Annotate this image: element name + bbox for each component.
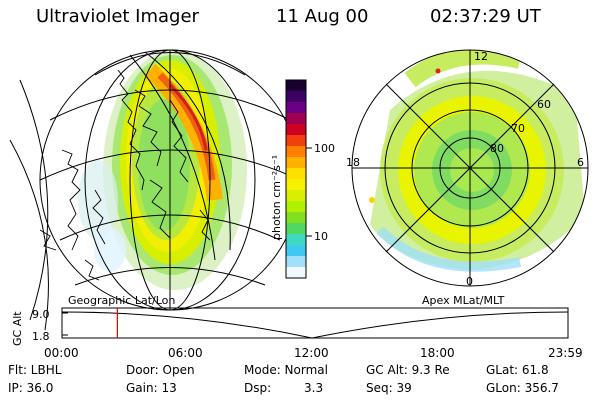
time-tick-0600: 06:00: [168, 346, 203, 360]
observation-date: 11 Aug 00: [276, 6, 369, 27]
colorbar-segment: [286, 234, 306, 246]
mlt-label-18: 18: [346, 156, 360, 169]
auroral-emission-geo: [78, 50, 247, 290]
colorbar-segment: [286, 113, 306, 125]
colorbar-segment: [286, 212, 306, 224]
colorbar-unit-label: photon cm⁻²s⁻¹: [270, 155, 283, 240]
altitude-tick-low: 1.8: [32, 330, 50, 343]
observation-time: 02:37:29 UT: [430, 6, 541, 27]
colorbar-segment: [286, 102, 306, 114]
mode-info: Mode: Normal: [244, 363, 328, 377]
apex-panel-label: Apex MLat/MLT: [422, 294, 505, 307]
gain-info: Gain: 13: [126, 381, 177, 395]
time-tick-1800: 18:00: [420, 346, 455, 360]
colorbar-segment: [286, 256, 306, 268]
colorbar-segment: [286, 179, 306, 191]
colorbar-tick-10: 10: [314, 230, 328, 243]
colorbar-segment: [286, 157, 306, 169]
altitude-curve: [61, 311, 569, 339]
dsp-label: Dsp:: [244, 381, 272, 395]
mlat-label-80: 80: [490, 142, 504, 155]
time-tick-2359: 23:59: [548, 346, 583, 360]
colorbar-segment: [286, 124, 306, 136]
filter-info: Flt: LBHL: [8, 363, 62, 377]
mlt-label-0: 0: [466, 275, 473, 288]
geographic-globe-panel: [9, 49, 301, 331]
coastline-outlines: [39, 69, 211, 281]
glat-info: GLat: 61.8: [486, 363, 549, 377]
glon-info: GLon: 356.7: [486, 381, 559, 395]
time-tick-1200: 12:00: [294, 346, 329, 360]
altitude-tick-high: 9.0: [32, 308, 50, 321]
ip-info: IP: 36.0: [8, 381, 54, 395]
colorbar-segment: [286, 146, 306, 158]
colorbar-segment: [286, 80, 306, 92]
colorbar: 100 10 photon cm⁻²s⁻¹: [270, 79, 335, 279]
dsp-value: 3.3: [304, 381, 324, 395]
mlat-label-60: 60: [537, 98, 551, 111]
colorbar-segment: [286, 201, 306, 213]
altitude-axis-label: GC Alt: [11, 311, 24, 346]
mlt-label-12: 12: [474, 50, 488, 63]
colorbar-segment: [286, 223, 306, 235]
geo-panel-label: Geographic Lat/Lon: [68, 294, 175, 307]
colorbar-segment: [286, 168, 306, 180]
seq-info: Seq: 39: [366, 381, 412, 395]
polar-grid: [351, 49, 589, 287]
colorbar-gradient: [286, 80, 306, 279]
colorbar-tick-100: 100: [314, 142, 335, 155]
mlt-label-6: 6: [577, 156, 584, 169]
colorbar-segment: [286, 91, 306, 103]
altitude-plot: GC Alt 9.0 1.8 Geographic Lat/Lon Apex M…: [11, 294, 583, 360]
gc-alt-info: GC Alt: 9.3 Re: [366, 363, 450, 377]
time-tick-0000: 00:00: [44, 346, 79, 360]
colorbar-segment: [286, 267, 306, 279]
colorbar-segment: [286, 135, 306, 147]
door-info: Door: Open: [126, 363, 195, 377]
colorbar-segment: [286, 245, 306, 257]
instrument-title: Ultraviolet Imager: [36, 6, 199, 27]
colorbar-segment: [286, 190, 306, 202]
mlat-label-70: 70: [511, 122, 525, 135]
polar-mlt-panel: 12 18 6 0 60 70 80: [346, 49, 589, 288]
